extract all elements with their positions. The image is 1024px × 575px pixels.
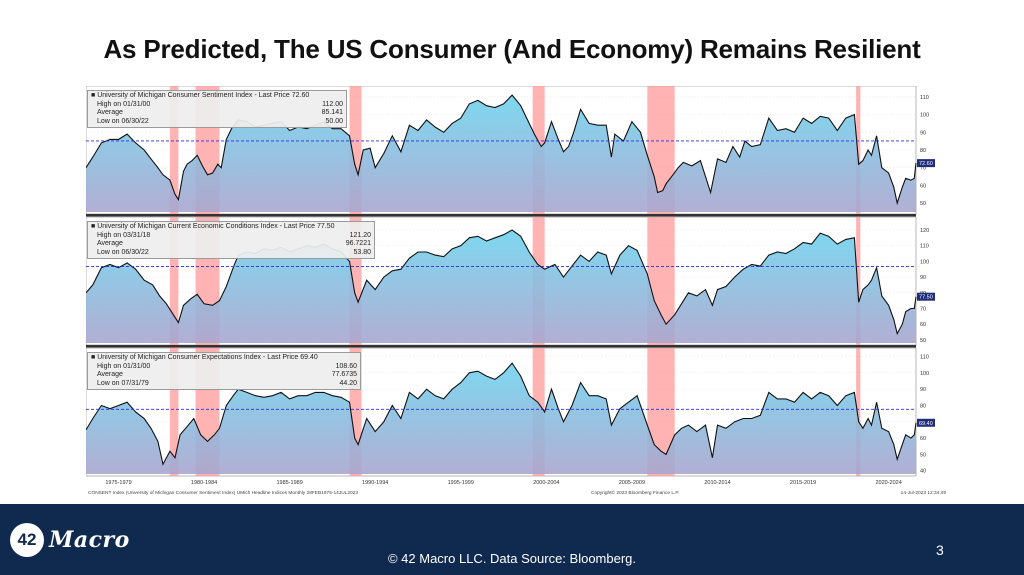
x-tick-label: 1980-1984 <box>191 480 217 486</box>
legend-last-price: 69.40 <box>300 354 318 361</box>
recession-band <box>856 86 861 214</box>
series-line <box>86 94 917 206</box>
series-line <box>86 229 917 336</box>
recession-band <box>169 217 179 345</box>
x-tick-label: 1975-1979 <box>105 480 131 486</box>
x-tick-label: 2010-2014 <box>704 480 730 486</box>
y-tick-label: 70 <box>920 306 926 312</box>
y-tick-label: 110 <box>920 244 929 250</box>
y-tick-label: 40 <box>920 469 926 475</box>
last-price-tag-label: 77.50 <box>919 295 933 301</box>
company-logo: 42 Macro <box>10 523 130 557</box>
y-tick-label: 110 <box>920 95 929 101</box>
panel-separator <box>86 345 916 348</box>
recession-band <box>169 86 179 214</box>
y-tick-label: 50 <box>920 452 926 458</box>
x-tick-label: 2020-2024 <box>875 480 901 486</box>
y-tick-label: 100 <box>920 259 929 265</box>
recession-band <box>856 348 861 476</box>
legend-low-label: Low on 06/30/22 <box>97 117 149 125</box>
legend-low-value: 44.20 <box>339 379 357 387</box>
legend-high-label: High on 01/31/00 <box>97 362 151 370</box>
footer-bar <box>0 504 1024 575</box>
logo-wordmark: Macro <box>49 527 130 553</box>
page-number: 3 <box>936 542 944 558</box>
panel-separator <box>86 214 916 217</box>
last-price-tag <box>917 418 935 427</box>
footnote-right: 14-Jul-2023 12:34:49 <box>901 490 947 496</box>
y-tick-label: 100 <box>920 113 929 119</box>
recession-band <box>349 217 362 345</box>
y-tick-label: 70 <box>920 166 926 172</box>
x-tick-label: 1990-1994 <box>362 480 388 486</box>
legend-last-price: 72.60 <box>291 92 310 99</box>
recession-band <box>856 217 861 345</box>
legend-high-value: 121.20 <box>349 231 371 239</box>
legend-title-text: University of Michigan Consumer Sentimen… <box>97 92 290 99</box>
last-price-tag-label: 69.40 <box>919 421 933 427</box>
legend-expectations: ■ University of Michigan Consumer Expect… <box>87 352 361 391</box>
last-price-tag-label: 72.60 <box>919 161 933 167</box>
x-tick-label: 1995-1999 <box>448 480 474 486</box>
legend-average-value: 77.6735 <box>331 371 357 379</box>
legend-sentiment: ■ University of Michigan Consumer Sentim… <box>87 90 347 129</box>
y-tick-label: 80 <box>920 403 926 409</box>
legend-average-label: Average <box>97 240 123 248</box>
legend-low-value: 50.00 <box>325 117 343 125</box>
recession-band <box>169 348 179 476</box>
footer-source: © 42 Macro LLC. Data Source: Bloomberg. <box>387 551 637 566</box>
footnote-left: CONSENT Index (University of Michigan Co… <box>88 490 358 496</box>
logo-circle: 42 <box>10 523 44 557</box>
legend-high-label: High on 01/31/00 <box>97 100 151 108</box>
legend-title-text: University of Michigan Consumer Expectat… <box>97 354 299 361</box>
recession-band <box>349 348 362 476</box>
slide-title: As Predicted, The US Consumer (And Econo… <box>103 34 921 64</box>
legend-low-label: Low on 06/30/22 <box>97 248 149 256</box>
x-tick-label: 2000-2004 <box>533 480 559 486</box>
legend-high-value: 112.00 <box>322 100 343 108</box>
x-tick-label: 1985-1989 <box>276 480 302 486</box>
charts-svg: 50 60 70 80 90 100 110 72.60 50 60 70 80 90 100 110 120… <box>86 86 947 496</box>
series-area <box>86 95 916 212</box>
legend-title: ■ University of Michigan Consumer Expect… <box>91 354 318 361</box>
chart-area: 50 60 70 80 90 100 110 72.60 50 60 70 80 90 100 110 120… <box>86 86 948 498</box>
legend-title-text: University of Michigan Current Economic … <box>97 223 316 230</box>
legend-last-price: 77.50 <box>317 223 335 230</box>
y-tick-label: 100 <box>920 371 929 377</box>
legend-high-label: High on 03/31/18 <box>97 231 151 239</box>
legend-average-label: Average <box>97 109 123 117</box>
last-price-tag <box>917 159 935 168</box>
y-tick-label: 50 <box>920 338 926 344</box>
legend-current-conditions: ■ University of Michigan Current Economi… <box>87 221 375 260</box>
y-tick-label: 90 <box>920 275 926 281</box>
series-line <box>86 362 917 466</box>
legend-title: ■ University of Michigan Consumer Sentim… <box>91 92 310 99</box>
legend-title: ■ University of Michigan Current Economi… <box>91 223 335 230</box>
legend-high-value: 108.60 <box>335 362 357 370</box>
y-tick-label: 90 <box>920 387 926 393</box>
y-tick-label: 60 <box>920 183 926 189</box>
x-tick-label: 2015-2019 <box>790 480 816 486</box>
legend-average-value: 85.141 <box>321 109 343 117</box>
y-tick-label: 90 <box>920 130 926 136</box>
y-tick-label: 60 <box>920 436 926 442</box>
legend-average-value: 96.7221 <box>345 240 371 248</box>
series-area <box>86 363 916 474</box>
legend-low-value: 53.80 <box>353 248 371 256</box>
y-tick-label: 80 <box>920 148 926 154</box>
x-tick-label: 2005-2009 <box>619 480 645 486</box>
y-tick-label: 50 <box>920 201 926 207</box>
legend-low-label: Low on 07/31/79 <box>97 379 149 387</box>
legend-average-label: Average <box>97 371 123 379</box>
footnote-center: Copyright© 2023 Bloomberg Finance L.P. <box>591 489 679 496</box>
y-tick-label: 110 <box>920 355 929 361</box>
y-tick-label: 120 <box>920 228 929 234</box>
recession-band <box>349 86 362 214</box>
y-tick-label: 60 <box>920 322 926 328</box>
last-price-tag <box>917 292 935 301</box>
